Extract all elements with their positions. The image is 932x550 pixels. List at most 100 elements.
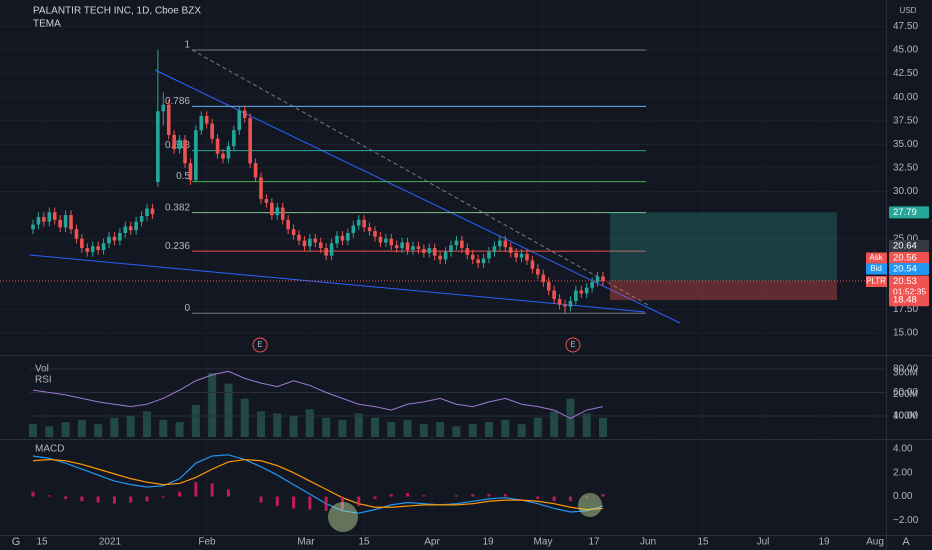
candle-body: [172, 134, 176, 150]
stop-tag-bg: [889, 294, 929, 307]
volume-bar: [240, 398, 249, 437]
macd-histogram-bar: [503, 494, 507, 497]
candle-body: [563, 304, 567, 307]
candle-body: [69, 215, 73, 230]
countdown: 01:52:35: [893, 286, 926, 296]
macd-histogram-bar: [487, 494, 491, 497]
candle-body: [351, 225, 356, 234]
candle-body: [389, 238, 394, 246]
y-tick-label: 300M: [893, 368, 918, 379]
volume-bar: [419, 424, 428, 437]
highlight-circle: [328, 502, 358, 532]
macd-histogram-bar: [210, 483, 214, 497]
candle-body: [259, 177, 263, 200]
candle-body: [438, 255, 442, 260]
candle-body: [519, 253, 524, 258]
logo[interactable]: G: [12, 536, 21, 548]
volume-bar: [550, 411, 559, 437]
profit-zone: [610, 212, 837, 281]
y-tick-label: 30.00: [893, 186, 918, 197]
x-tick-label: 15: [697, 537, 709, 548]
candle-body: [584, 287, 589, 294]
candle-body: [492, 246, 497, 252]
volume-bar: [110, 417, 119, 437]
last-tag-bg: [889, 275, 929, 288]
bid-tag-bg: [889, 263, 929, 275]
macd-histogram-bar: [194, 482, 198, 497]
candle-body: [373, 231, 377, 237]
y-tick-label: −2.00: [893, 515, 919, 526]
candle-body: [242, 110, 247, 118]
volume-bar: [468, 424, 477, 437]
macd-histogram-bar: [275, 496, 279, 507]
macd-histogram-bar: [340, 496, 344, 510]
volume-bar: [436, 422, 445, 437]
candle-body: [568, 300, 573, 307]
candle-body: [362, 219, 366, 228]
candle-body: [470, 254, 475, 260]
volume-bar: [143, 411, 151, 437]
candle-body: [557, 299, 562, 305]
candle-body: [443, 251, 448, 260]
fib-label: 0.5: [176, 171, 190, 182]
candle-body: [536, 268, 540, 275]
price-tag: 20.64: [893, 241, 917, 252]
macd-histogram-bar: [568, 496, 572, 502]
volume-bar: [452, 426, 461, 437]
highlight-circle: [578, 493, 602, 517]
candle-body: [74, 229, 79, 239]
ask-tag-name: Ask: [869, 253, 883, 262]
candle-body: [118, 233, 122, 241]
volume-bar: [403, 419, 412, 437]
candle-body: [394, 245, 399, 249]
volume-bar: [159, 419, 168, 437]
candle-body: [85, 248, 90, 252]
ask-tag-bg: [889, 252, 929, 264]
candle-body: [107, 236, 111, 244]
candle-body: [601, 276, 605, 282]
candle-body: [498, 240, 502, 247]
earnings-marker: [565, 337, 581, 353]
candle-body: [514, 252, 518, 258]
candle-body: [546, 282, 551, 291]
candle-body: [400, 242, 404, 249]
volume-bar: [208, 373, 217, 437]
last-tag: 20.53: [893, 276, 917, 287]
chart-title: PALANTIR TECH INC, 1D, Cboe BZX: [33, 6, 201, 17]
candle-body: [96, 246, 100, 250]
indicator-name: TEMA: [33, 19, 61, 30]
candle-body: [80, 238, 84, 249]
volume-bar: [273, 413, 282, 437]
x-tick-label: 17: [588, 537, 600, 548]
y-tick-label: 40.00: [893, 92, 918, 103]
volume-bar: [305, 409, 314, 437]
candle-body: [134, 221, 138, 231]
candle-body: [422, 249, 426, 253]
candle-body: [237, 110, 242, 131]
candle-body: [166, 104, 171, 135]
candle-body: [340, 235, 345, 241]
candle-body: [286, 219, 290, 230]
earnings-label: E: [257, 340, 262, 349]
candle-body: [204, 116, 209, 124]
auto-scale[interactable]: A: [902, 536, 910, 548]
fib-label: 0: [184, 303, 190, 314]
macd-histogram-bar: [324, 496, 328, 511]
candle-body: [188, 163, 193, 181]
macd-histogram-bar: [178, 491, 182, 497]
volume-bar: [257, 411, 265, 437]
candle-body: [161, 104, 166, 112]
candle-body: [552, 290, 556, 300]
candle-body: [101, 243, 106, 250]
candle-body: [253, 163, 258, 178]
volume-bar: [387, 422, 396, 437]
candle-body: [465, 248, 470, 255]
candle-body: [156, 111, 160, 183]
volume-bar: [517, 424, 526, 437]
trend-line: [191, 49, 649, 306]
volume-bar: [289, 415, 298, 437]
candle-body: [31, 224, 35, 230]
candle-body: [264, 199, 269, 203]
